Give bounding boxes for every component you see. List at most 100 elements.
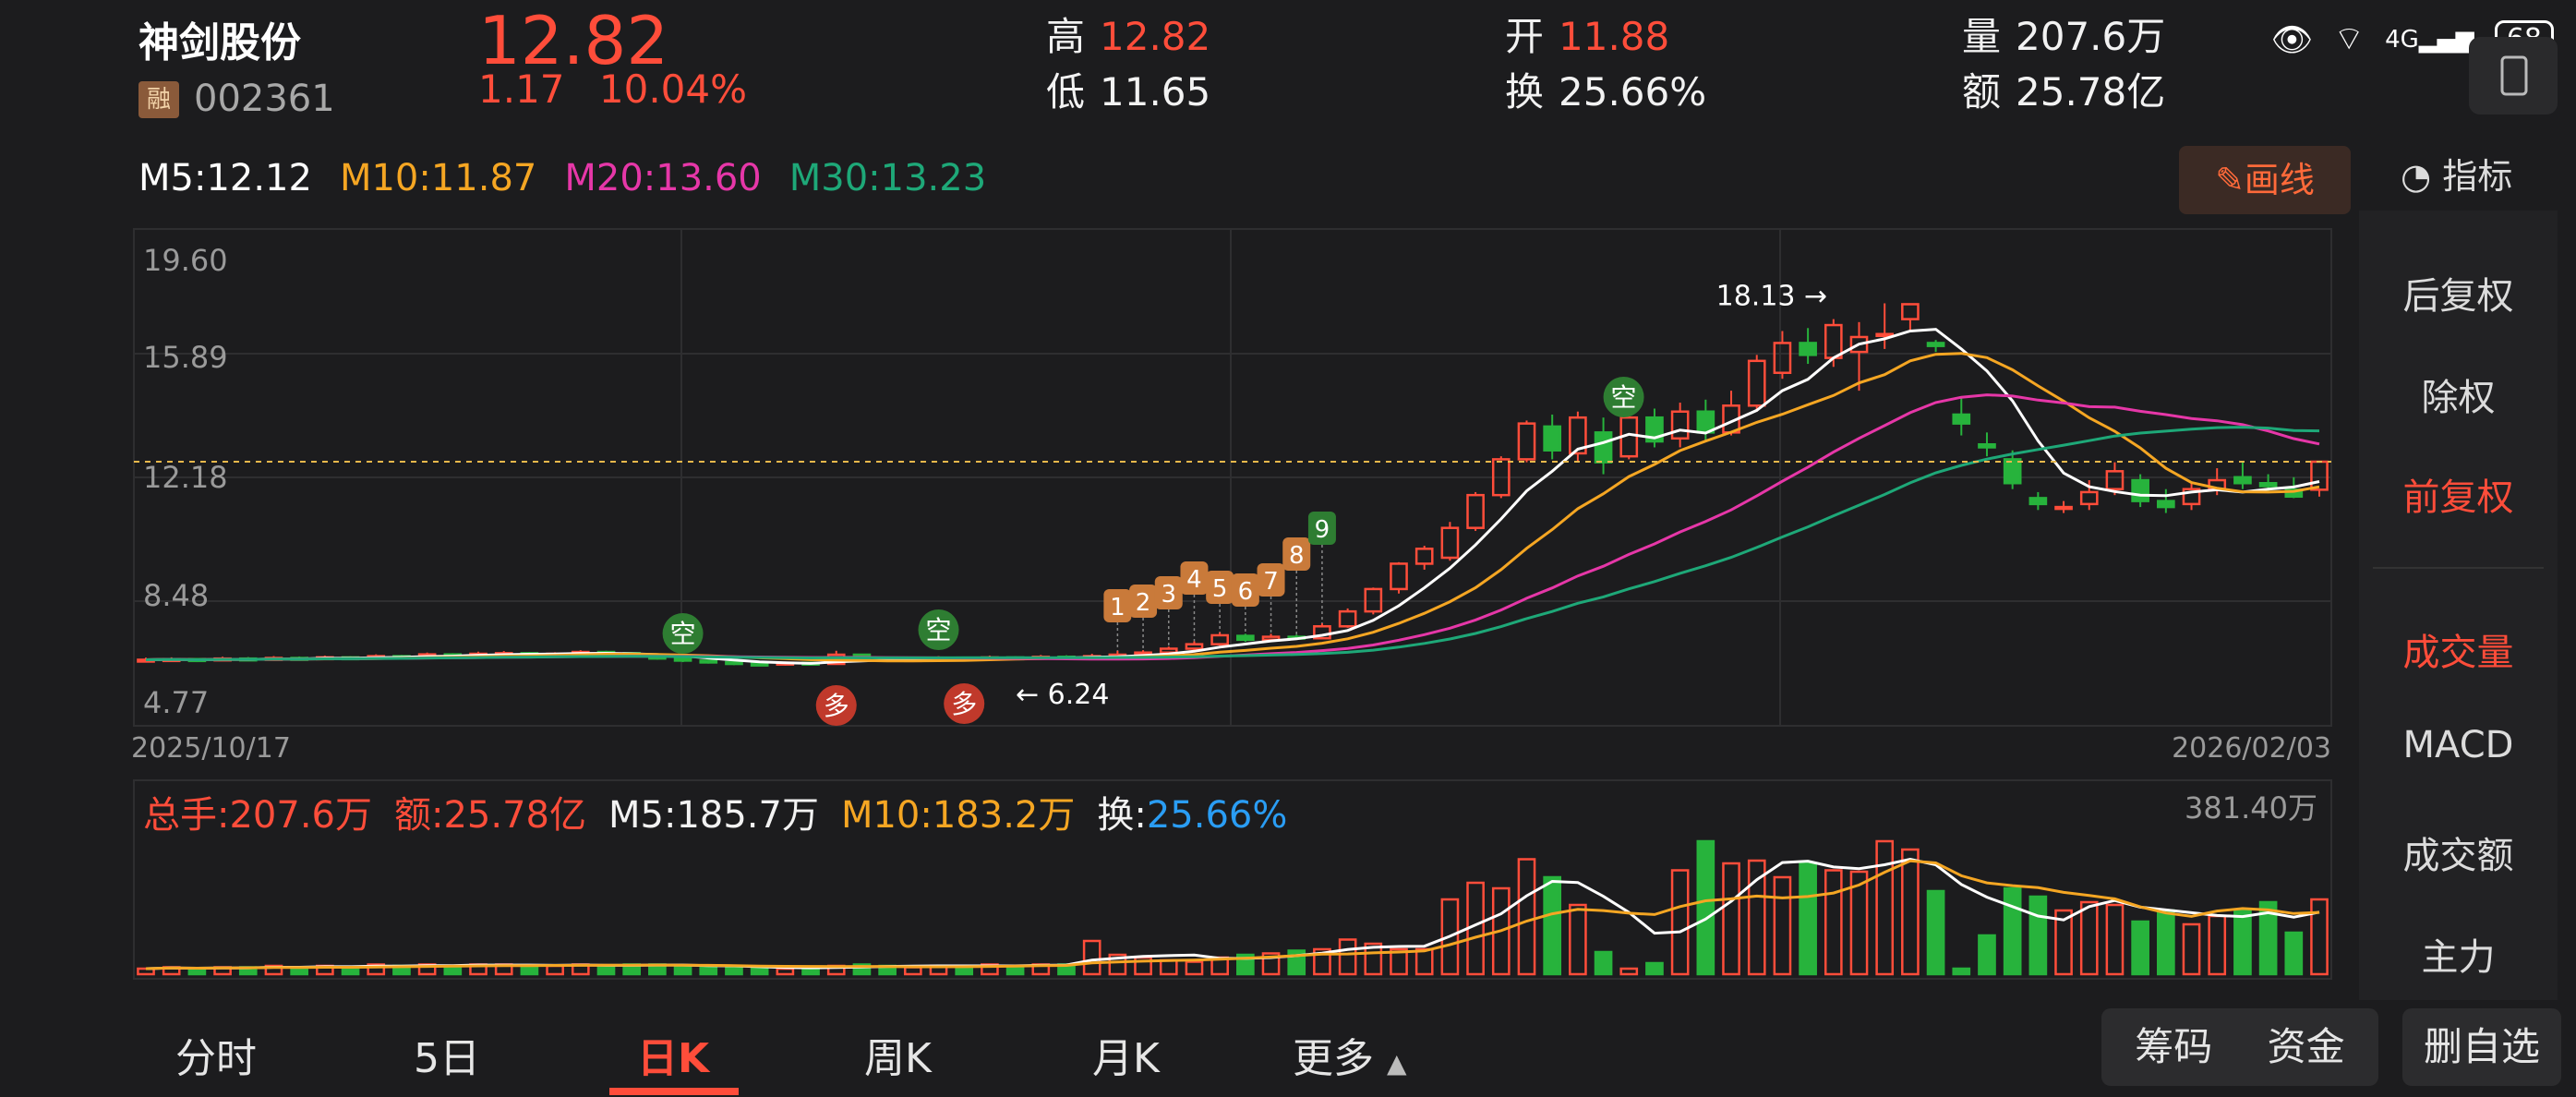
min-price-label: ← 6.24: [1016, 679, 1109, 711]
nine-count-box: [1231, 573, 1259, 607]
volume-bar: [699, 966, 718, 976]
volume-bar: [2105, 903, 2125, 976]
volume-bar: [2079, 900, 2099, 976]
sell-signal-bubble: [662, 613, 704, 654]
volume-bar: [1952, 967, 1971, 976]
candle-body: [2182, 488, 2201, 506]
candle-body: [673, 657, 692, 662]
triangle-up-icon: ▲: [1387, 1048, 1407, 1079]
nine-count-box: [1206, 571, 1234, 604]
candle-body: [1799, 342, 1817, 356]
volume-bar: [2131, 920, 2149, 976]
remove-watchlist-button[interactable]: 删自选: [2402, 1008, 2561, 1086]
candle-body: [1594, 431, 1613, 464]
option-main-force[interactable]: 主力: [2421, 936, 2496, 979]
option-amount[interactable]: 成交额: [2402, 835, 2514, 877]
candle-body: [2258, 481, 2278, 488]
gauge-icon: ◔: [2401, 156, 2432, 197]
volume-max-label: 381.40万: [2185, 790, 2317, 826]
volume-bar: [1569, 903, 1587, 976]
candle-body: [1543, 425, 1562, 452]
volume-bar: [1185, 960, 1204, 976]
tab-5day[interactable]: 5日: [414, 1035, 480, 1082]
ma5-label: M5:12.12: [138, 157, 312, 199]
change-abs: 1.17: [478, 66, 565, 112]
volume-bar: [1543, 875, 1562, 976]
candle-body: [1926, 342, 1945, 347]
tab-daily-k[interactable]: 日K: [637, 1035, 710, 1082]
volume-bar: [2003, 886, 2022, 976]
volume-bar: [2208, 914, 2227, 976]
volume-bar: [1159, 958, 1178, 976]
rotate-screen-button[interactable]: [2469, 37, 2558, 115]
candle-body: [1670, 410, 1690, 440]
volume-bar: [2310, 898, 2329, 976]
stat-low: 低 11.65: [1046, 69, 1211, 115]
candle-body: [2157, 500, 2175, 509]
volume-bar: [852, 963, 872, 976]
ma5-line: [145, 328, 2320, 665]
candle-body: [750, 662, 769, 667]
volume-bar: [1390, 947, 1408, 976]
volume-bar: [1594, 950, 1613, 976]
option-pre-adjust[interactable]: 前复权: [2402, 476, 2514, 519]
candle-body: [1338, 609, 1357, 628]
candle-body: [1414, 548, 1434, 565]
tab-weekly-k[interactable]: 周K: [864, 1035, 932, 1082]
volume-bar: [1926, 889, 1945, 976]
candle-body: [1849, 335, 1869, 354]
sell-signal: 空: [926, 615, 952, 645]
option-volume[interactable]: 成交量: [2402, 632, 2514, 674]
ma20-label: M20:13.60: [564, 157, 762, 199]
volume-bar: [2182, 922, 2201, 976]
draw-line-button[interactable]: ✎画线: [2179, 146, 2351, 214]
candle-body: [1773, 342, 1792, 374]
volume-bar: [1696, 839, 1715, 976]
volume-ma10-line: [145, 859, 2320, 970]
nine-count-label: 2: [1136, 589, 1151, 617]
nine-count-box: [1257, 563, 1285, 597]
candle-body: [2310, 460, 2329, 491]
nine-count-box: [1282, 537, 1311, 571]
volume-bar: [596, 964, 616, 976]
price-tick-label: 12.18: [143, 460, 228, 495]
tab-monthly-k[interactable]: 月K: [1092, 1035, 1160, 1082]
ma30-line: [145, 426, 2320, 662]
candle-body: [1491, 458, 1511, 497]
option-post-adjust[interactable]: 后复权: [2402, 275, 2514, 318]
stock-code: 002361: [194, 78, 335, 120]
sell-signal-bubble: [918, 609, 959, 650]
tab-more[interactable]: 更多 ▲: [1293, 1035, 1407, 1082]
chips-button[interactable]: 筹码: [2135, 1024, 2213, 1069]
volume-bar: [2233, 909, 2252, 976]
max-price-label: 18.13 →: [1716, 280, 1828, 312]
wifi-icon: ⌔: [2333, 20, 2365, 58]
funds-button[interactable]: 资金: [2267, 1024, 2345, 1069]
current-price: 12.82: [478, 2, 669, 79]
option-macd[interactable]: MACD: [2402, 724, 2514, 766]
volume-bar: [1799, 862, 1817, 976]
price-tick-label: 8.48: [143, 578, 209, 613]
pencil-icon: ✎: [2215, 160, 2245, 200]
buy-signal: 多: [951, 689, 977, 719]
ma10-label: M10:11.87: [339, 157, 537, 199]
candle-body: [1185, 643, 1204, 650]
buy-signal-bubble: [815, 685, 857, 726]
volume-bar: [1849, 870, 1869, 976]
indicator-button[interactable]: ◔ 指标: [2401, 156, 2513, 197]
ma10-line: [145, 352, 2320, 663]
vol-turnover: 换:25.66%: [1097, 794, 1288, 837]
option-ex-rights[interactable]: 除权: [2421, 377, 2496, 419]
active-tab-indicator: [609, 1088, 739, 1095]
volume-bar: [1670, 869, 1690, 976]
volume-bar: [903, 966, 922, 976]
vol-total: 总手:207.6万: [143, 794, 372, 837]
volume-bar: [1901, 848, 1920, 976]
ma20-line: [145, 393, 2320, 662]
candle-body: [2284, 488, 2304, 499]
tab-intraday[interactable]: 分时: [175, 1035, 257, 1082]
candle-body: [2233, 476, 2252, 485]
volume-bar: [2284, 931, 2304, 976]
volume-bar: [1824, 869, 1843, 976]
